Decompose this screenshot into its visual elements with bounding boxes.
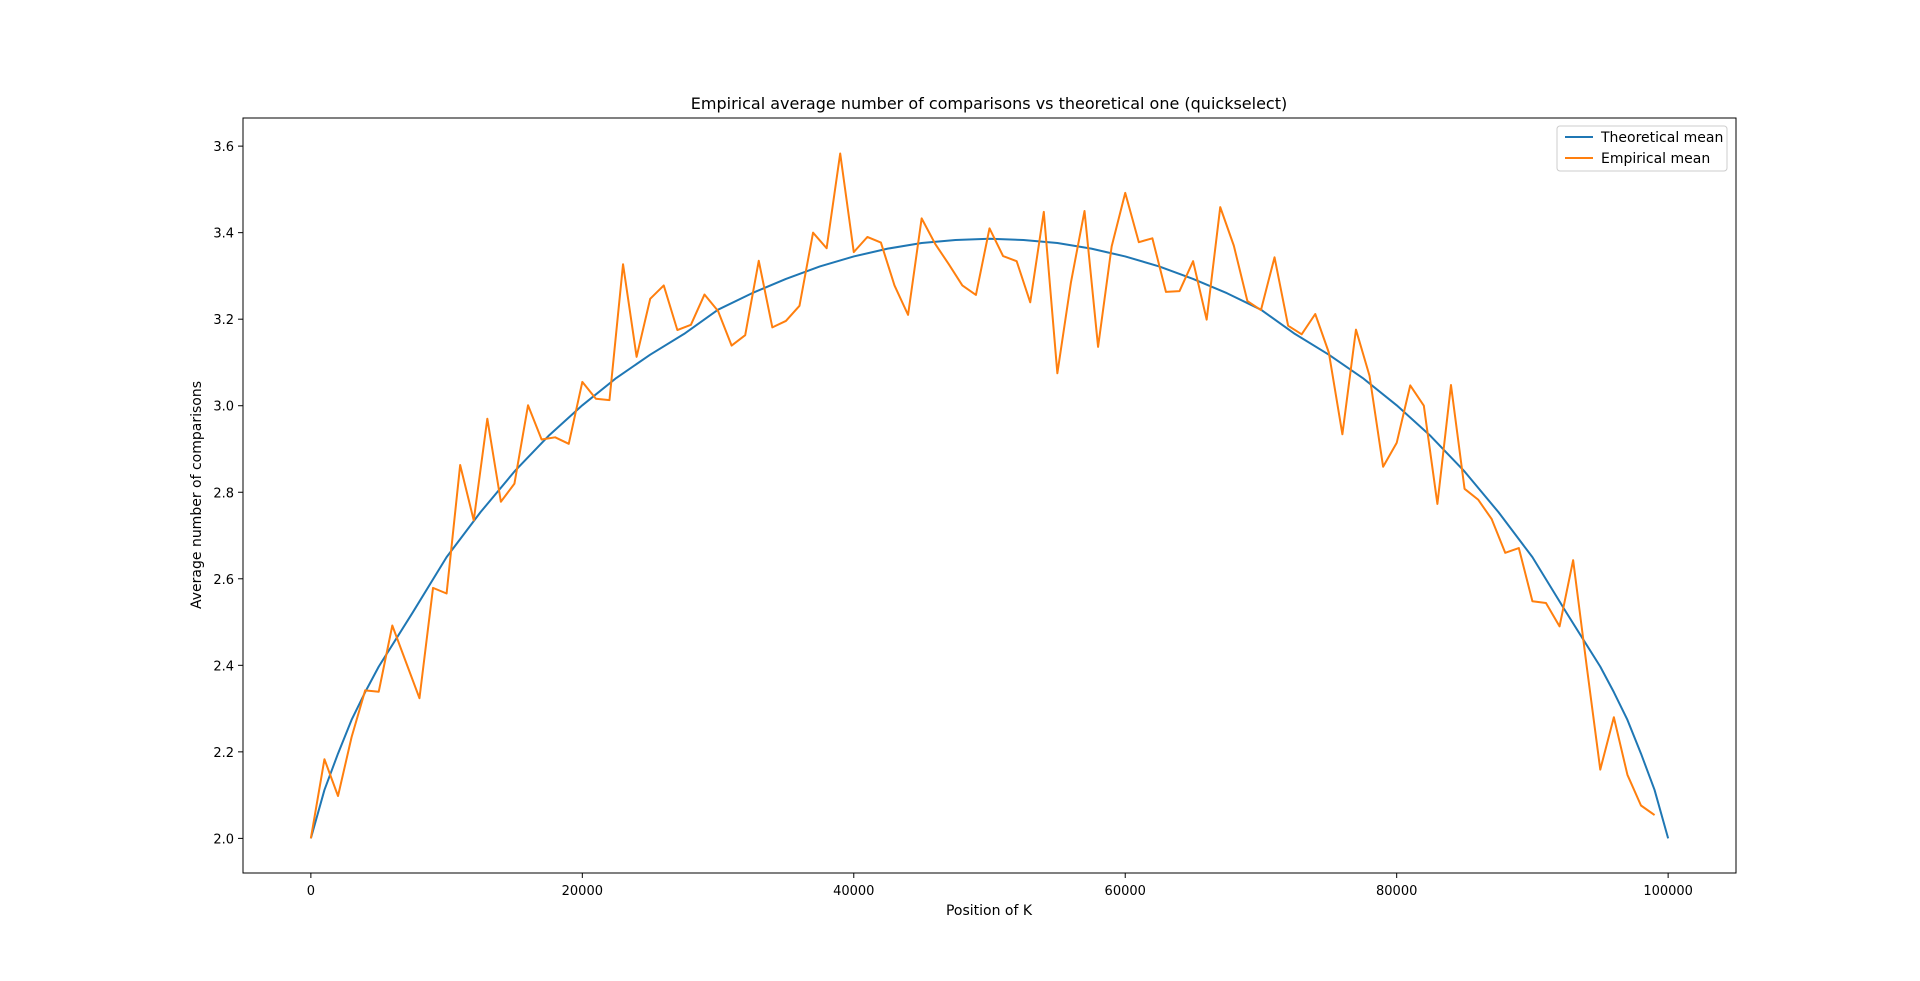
series-line-theoretical-mean [309,237,1670,839]
y-tick-label: 2.0 [213,832,234,847]
legend: Theoretical mean Empirical mean [1556,125,1728,172]
y-tick-label: 2.8 [213,486,234,501]
x-tick-label: 60000 [1105,884,1146,899]
y-tick-label: 3.2 [213,313,234,328]
x-tick-label: 100000 [1643,884,1693,899]
y-tick-label: 2.6 [213,573,234,588]
plot-area [309,152,1670,839]
x-axis-label: Position of K [946,903,1033,919]
y-tick-label: 3.4 [213,227,234,242]
y-tick-label: 2.4 [213,659,234,674]
y-axis: 2.0 2.2 2.4 2.6 2.8 3.0 3.2 3.4 3.6 [213,140,243,847]
legend-theoretical-label: Theoretical mean [1600,130,1723,146]
series-line-empirical-mean [309,152,1656,839]
x-tick-label: 20000 [562,884,603,899]
legend-empirical-label: Empirical mean [1601,151,1710,167]
y-tick-label: 3.6 [213,140,234,155]
y-tick-label: 3.0 [213,400,234,415]
x-tick-label: 40000 [833,884,874,899]
x-axis: 0 20000 40000 60000 80000 100000 [307,873,1693,899]
x-tick-label: 80000 [1376,884,1417,899]
chart-title: Empirical average number of comparisons … [691,94,1287,113]
y-tick-label: 2.2 [213,746,234,761]
legend-box [1556,125,1728,172]
plot-frame [242,117,1737,874]
x-tick-label: 0 [307,884,315,899]
y-axis-label: Average number of comparisons [189,381,205,609]
